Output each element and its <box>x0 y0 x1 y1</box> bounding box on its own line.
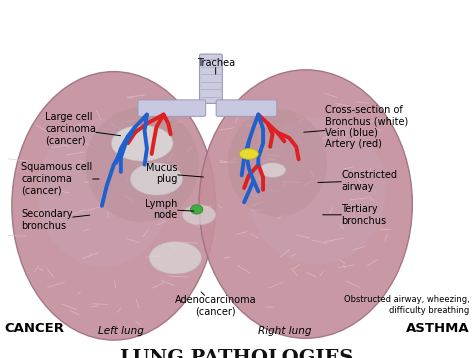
Text: Cross-section of
Bronchus (white)
Vein (blue)
Artery (red): Cross-section of Bronchus (white) Vein (… <box>304 105 408 150</box>
Text: CANCER: CANCER <box>5 322 65 335</box>
Text: LUNG PATHOLOGIES: LUNG PATHOLOGIES <box>120 349 354 358</box>
Ellipse shape <box>182 205 216 225</box>
Text: Trachea: Trachea <box>197 58 235 74</box>
Text: Tertiary
bronchus: Tertiary bronchus <box>323 204 386 226</box>
Ellipse shape <box>111 125 173 161</box>
Text: Constricted
airway: Constricted airway <box>318 170 397 192</box>
Text: Lymph
node: Lymph node <box>146 199 194 220</box>
Ellipse shape <box>259 163 285 177</box>
Text: Left lung: Left lung <box>98 326 144 336</box>
Ellipse shape <box>149 242 201 274</box>
FancyBboxPatch shape <box>138 100 206 116</box>
Circle shape <box>191 205 203 214</box>
Text: Mucus
plug: Mucus plug <box>146 163 203 184</box>
Ellipse shape <box>12 72 216 340</box>
Text: Obstructed airway, wheezing,
difficulty breathing: Obstructed airway, wheezing, difficulty … <box>344 295 469 315</box>
Ellipse shape <box>199 70 412 338</box>
Ellipse shape <box>239 149 258 159</box>
Text: Right lung: Right lung <box>258 326 311 336</box>
Ellipse shape <box>85 107 199 222</box>
Text: Adenocarcinoma
(cancer): Adenocarcinoma (cancer) <box>175 292 256 317</box>
Text: Large cell
carcinoma
(cancer): Large cell carcinoma (cancer) <box>45 112 120 145</box>
Ellipse shape <box>228 109 327 217</box>
Ellipse shape <box>247 117 386 265</box>
Text: Squamous cell
carcinoma
(cancer): Squamous cell carcinoma (cancer) <box>21 163 99 195</box>
Text: ASTHMA: ASTHMA <box>406 322 469 335</box>
FancyBboxPatch shape <box>200 54 222 103</box>
Ellipse shape <box>130 163 182 195</box>
Text: Secondary
bronchus: Secondary bronchus <box>21 209 90 231</box>
Ellipse shape <box>37 118 170 266</box>
FancyBboxPatch shape <box>216 100 277 116</box>
